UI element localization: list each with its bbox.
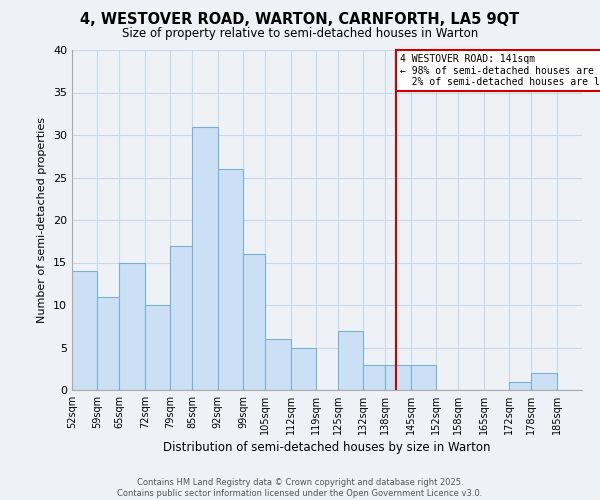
- Bar: [385, 364, 411, 390]
- Bar: [72, 271, 97, 390]
- Bar: [265, 339, 290, 390]
- Text: Size of property relative to semi-detached houses in Warton: Size of property relative to semi-detach…: [122, 28, 478, 40]
- Bar: [145, 305, 170, 390]
- Y-axis label: Number of semi-detached properties: Number of semi-detached properties: [37, 117, 47, 323]
- Bar: [290, 348, 316, 390]
- Bar: [170, 246, 192, 390]
- Bar: [531, 373, 557, 390]
- Bar: [218, 169, 243, 390]
- Bar: [364, 364, 385, 390]
- Bar: [119, 262, 145, 390]
- Bar: [97, 296, 119, 390]
- Text: 4, WESTOVER ROAD, WARTON, CARNFORTH, LA5 9QT: 4, WESTOVER ROAD, WARTON, CARNFORTH, LA5…: [80, 12, 520, 28]
- X-axis label: Distribution of semi-detached houses by size in Warton: Distribution of semi-detached houses by …: [163, 441, 491, 454]
- Text: Contains HM Land Registry data © Crown copyright and database right 2025.
Contai: Contains HM Land Registry data © Crown c…: [118, 478, 482, 498]
- Bar: [243, 254, 265, 390]
- Bar: [509, 382, 531, 390]
- Text: 4 WESTOVER ROAD: 141sqm
← 98% of semi-detached houses are smaller (162)
  2% of : 4 WESTOVER ROAD: 141sqm ← 98% of semi-de…: [400, 54, 600, 88]
- Bar: [411, 364, 436, 390]
- Bar: [192, 126, 218, 390]
- Bar: [338, 330, 364, 390]
